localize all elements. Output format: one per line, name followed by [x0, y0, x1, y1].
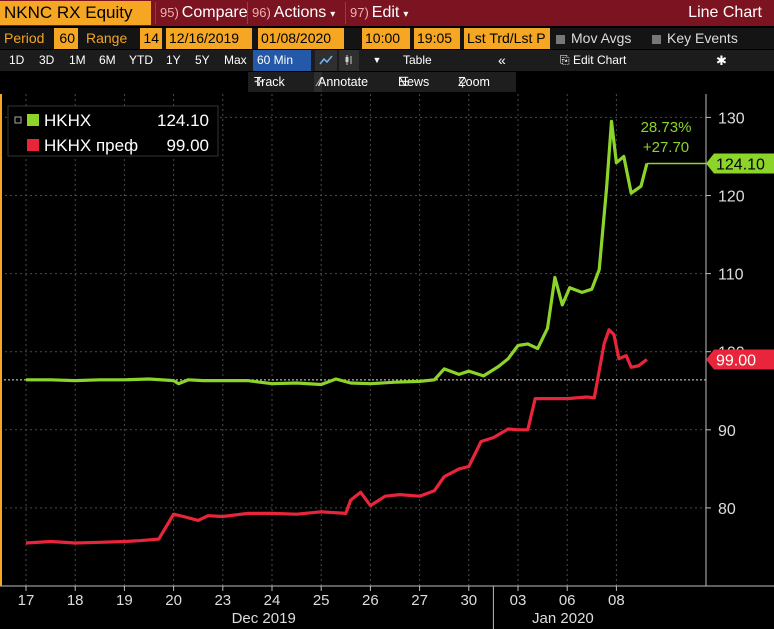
magnifier-icon: ⚲ — [458, 75, 468, 89]
legend-value: 124.10 — [157, 111, 209, 130]
x-tick-label: 19 — [116, 592, 133, 609]
chart-tools-bar: ✛ Track ∕ Annotate ☰ News ⚲ Zoom — [248, 72, 516, 92]
range-input[interactable]: 14 — [140, 28, 162, 49]
last-value-tag-green — [706, 153, 774, 174]
x-tick-label: 23 — [214, 592, 231, 609]
date-to-input[interactable]: 01/08/2020 — [258, 28, 344, 49]
mov-avgs-toggle[interactable]: Mov Avgs — [556, 28, 631, 49]
range-button-1y[interactable]: 1Y — [166, 53, 181, 67]
track-label: Track — [254, 75, 285, 89]
period-input[interactable]: 60 — [54, 28, 78, 49]
series-line-hkhx — [26, 119, 649, 387]
change-absolute: +27.70 — [643, 139, 689, 156]
range-button-6m[interactable]: 6M — [99, 53, 116, 67]
chart-labels: 124.10 99.00 28.73% +27.70 HKHX 124.10 HKHX пр… — [7, 105, 774, 370]
x-tick-label: 26 — [362, 592, 379, 609]
edit-chart-button[interactable]: ⎘ Edit Chart — [560, 50, 626, 71]
time-from-input[interactable]: 10:00 — [362, 28, 410, 49]
x-tick-label: 08 — [608, 592, 625, 609]
title-bar: NKNC RX Equity 95) Compare 96) Actions ▾ 97… — [0, 0, 774, 26]
annotate-tool[interactable]: ∕ Annotate — [314, 72, 368, 92]
date-from-input[interactable]: 12/16/2019 — [166, 28, 252, 49]
compare-menu-label: Compare — [181, 4, 248, 21]
actions-menu[interactable]: 96) Actions ▾ — [247, 2, 343, 24]
checkbox-icon — [556, 34, 565, 44]
y-tick-label: 80 — [718, 501, 736, 518]
x-tick-label: 03 — [510, 592, 527, 609]
last-value-green: 124.10 — [716, 157, 765, 174]
chart-axes: 8090100110120130171819202324252627300306… — [0, 94, 774, 629]
range-button-ytd[interactable]: YTD — [129, 53, 153, 67]
line-chart-icon[interactable] — [315, 50, 337, 71]
gridlines — [0, 94, 706, 586]
chart-type-label: Line Chart — [688, 4, 762, 21]
collapse-icon[interactable]: « — [498, 52, 506, 68]
legend-name: HKHX преф — [44, 136, 138, 155]
table-button[interactable]: Table — [403, 53, 432, 67]
period-label: Period — [4, 30, 45, 46]
key-events-toggle[interactable]: Key Events — [652, 28, 738, 49]
toolbar: 1D 3D 1M 6M YTD 1Y 5Y Max 60 Min ▼ ▼ Tab… — [0, 50, 774, 88]
chevron-down-icon: ▾ — [403, 9, 409, 20]
x-tick-label: 06 — [559, 592, 576, 609]
pencil-icon: ∕ — [318, 75, 321, 89]
x-tick-label: 17 — [18, 592, 35, 609]
x-tick-label: 18 — [67, 592, 84, 609]
series-line-hkhx-pref — [25, 328, 648, 545]
range-button-5y[interactable]: 5Y — [195, 53, 210, 67]
chart-series — [25, 119, 649, 545]
edit-menu-number: 97) — [350, 5, 369, 20]
news-icon: ☰ — [398, 75, 410, 89]
range-button-3d[interactable]: 3D — [39, 53, 55, 67]
chart-style-dropdown[interactable]: ▼ — [372, 55, 382, 65]
legend-value: 99.00 — [166, 136, 209, 155]
legend-box — [7, 105, 219, 157]
legend-swatch — [27, 139, 39, 151]
x-tick-label: 20 — [165, 592, 182, 609]
candle-chart-icon[interactable] — [339, 50, 359, 71]
x-tick-label: 24 — [264, 592, 281, 609]
mov-avgs-label: Mov Avgs — [571, 30, 632, 46]
collapse-icon — [14, 116, 22, 124]
last-value-tag-red — [706, 349, 774, 370]
y-tick-label: 130 — [718, 110, 745, 127]
edit-chart-icon: ⎘ — [560, 53, 573, 67]
y-tick-label: 110 — [718, 267, 744, 284]
change-percent: 28.73% — [641, 119, 692, 136]
edit-menu-label: Edit — [371, 4, 400, 21]
legend-swatch — [27, 114, 39, 126]
actions-menu-label: Actions — [273, 4, 327, 21]
zoom-label: Zoom — [458, 75, 490, 89]
y-tick-label: 120 — [718, 189, 745, 206]
x-tick-label: 25 — [313, 592, 330, 609]
price-field-select[interactable]: Lst Trd/Lst P — [464, 28, 550, 49]
actions-menu-number: 96) — [252, 5, 271, 20]
annotate-label: Annotate — [318, 75, 369, 89]
checkbox-icon — [652, 34, 661, 44]
month-label: Jan 2020 — [532, 610, 594, 627]
y-tick-label: 90 — [718, 423, 736, 440]
news-label: News — [398, 75, 430, 89]
x-tick-label: 30 — [460, 592, 477, 609]
crosshair-icon: ✛ — [254, 75, 265, 89]
range-button-max[interactable]: Max — [224, 53, 247, 67]
legend-name: HKHX — [44, 111, 91, 130]
edit-chart-label: Edit Chart — [572, 53, 627, 67]
range-button-1d[interactable]: 1D — [9, 53, 25, 67]
settings-icon[interactable]: ✱ — [716, 53, 727, 68]
x-tick-label: 27 — [411, 592, 428, 609]
key-events-label: Key Events — [667, 30, 738, 46]
compare-menu-number: 95) — [160, 5, 179, 20]
month-label: Dec 2019 — [232, 610, 296, 627]
range-button-1m[interactable]: 1M — [69, 53, 86, 67]
ticker-field[interactable]: NKNC RX Equity — [0, 1, 151, 25]
time-to-input[interactable]: 19:05 — [414, 28, 460, 49]
range-label: Range — [86, 30, 128, 46]
params-row: Period 60 Range 14 12/16/2019 01/08/2020… — [0, 28, 774, 49]
edit-menu[interactable]: 97) Edit ▾ — [345, 2, 413, 24]
last-value-red: 99.00 — [716, 353, 756, 370]
compare-menu[interactable]: 95) Compare — [155, 2, 248, 24]
chevron-down-icon: ▾ — [330, 9, 336, 20]
